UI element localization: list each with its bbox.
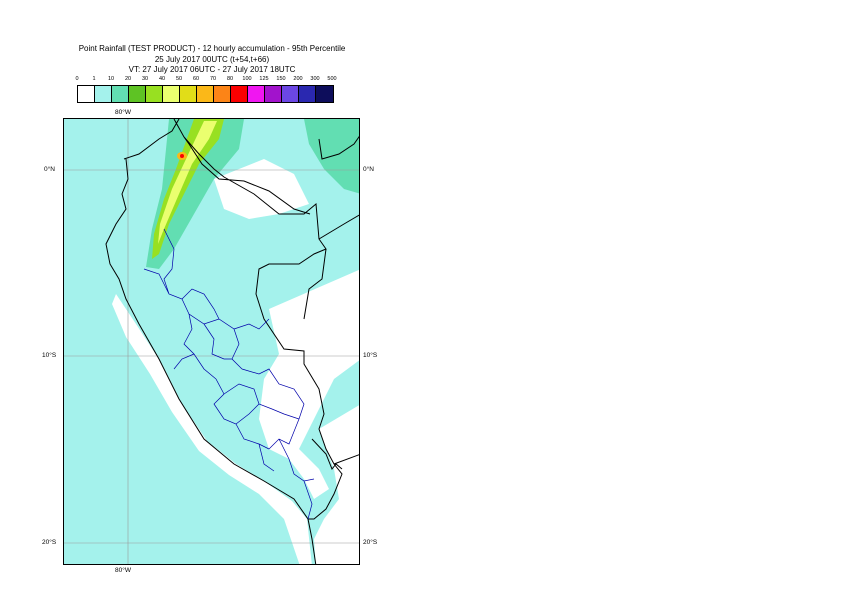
lat-label-20s-left: 20°S	[42, 539, 57, 546]
legend-label: 300	[310, 76, 320, 82]
legend-label: 150	[276, 76, 286, 82]
legend-label: 20	[124, 76, 132, 82]
legend-label: 10	[107, 76, 115, 82]
legend-swatch	[180, 86, 197, 102]
lat-label-10s-right: 10°S	[363, 352, 378, 359]
rain-zone-green	[152, 119, 224, 259]
legend-swatch	[197, 86, 214, 102]
legend-swatch	[248, 86, 265, 102]
legend-label: 80	[226, 76, 234, 82]
legend-swatch	[231, 86, 248, 102]
bottom-longitude-label: 80°W	[115, 567, 131, 574]
legend-label: 30	[141, 76, 149, 82]
dry-area-north	[214, 159, 309, 219]
legend-label: 0	[75, 76, 79, 82]
lat-label-0-left: 0°N	[44, 166, 55, 173]
legend-swatch	[214, 86, 231, 102]
legend-label: 200	[293, 76, 303, 82]
legend-bar	[77, 85, 334, 103]
legend-label: 50	[175, 76, 183, 82]
legend-label: 60	[192, 76, 200, 82]
title-line-1: Point Rainfall (TEST PRODUCT) - 12 hourl…	[78, 44, 346, 53]
rain-zone-andes-belt	[146, 119, 244, 269]
legend-swatch	[95, 86, 112, 102]
dry-area-coast	[112, 294, 312, 564]
legend-swatch	[163, 86, 180, 102]
color-legend: 0 1 10 20 30 40 50 60 70 80 100 125 150 200 300 500	[75, 76, 347, 106]
legend-swatch	[282, 86, 299, 102]
legend-label: 500	[327, 76, 337, 82]
lat-label-0-right: 0°N	[363, 166, 374, 173]
region-boundaries	[143, 228, 315, 520]
legend-label: 40	[158, 76, 166, 82]
legend-swatch	[265, 86, 282, 102]
lat-label-10s-left: 10°S	[42, 352, 57, 359]
lat-label-20s-right: 20°S	[363, 539, 378, 546]
top-longitude-label-outer: 80°W	[115, 109, 131, 116]
legend-swatch	[78, 86, 95, 102]
legend-swatch	[129, 86, 146, 102]
legend-label: 70	[209, 76, 217, 82]
rain-zone-yellow	[158, 121, 217, 244]
legend-labels: 0 1 10 20 30 40 50 60 70 80 100 125 150 200 300 500	[75, 76, 347, 85]
country-borders	[105, 119, 359, 564]
legend-swatch	[112, 86, 129, 102]
title-line-3: VT: 27 July 2017 06UTC - 27 July 2017 18…	[128, 65, 296, 74]
legend-label: 1	[92, 76, 96, 82]
rain-zone-red	[180, 154, 184, 158]
map-panel: 80°W	[63, 118, 360, 565]
title-line-2: 25 July 2017 00UTC (t+54,t+66)	[154, 54, 270, 64]
rainfall-map	[64, 119, 359, 564]
legend-swatch	[146, 86, 163, 102]
legend-label: 125	[259, 76, 269, 82]
map-title: Point Rainfall (TEST PRODUCT) - 12 hourl…	[62, 44, 362, 76]
dry-area-south	[314, 405, 359, 564]
legend-swatch	[316, 86, 333, 102]
legend-swatch	[299, 86, 316, 102]
legend-label: 100	[242, 76, 252, 82]
